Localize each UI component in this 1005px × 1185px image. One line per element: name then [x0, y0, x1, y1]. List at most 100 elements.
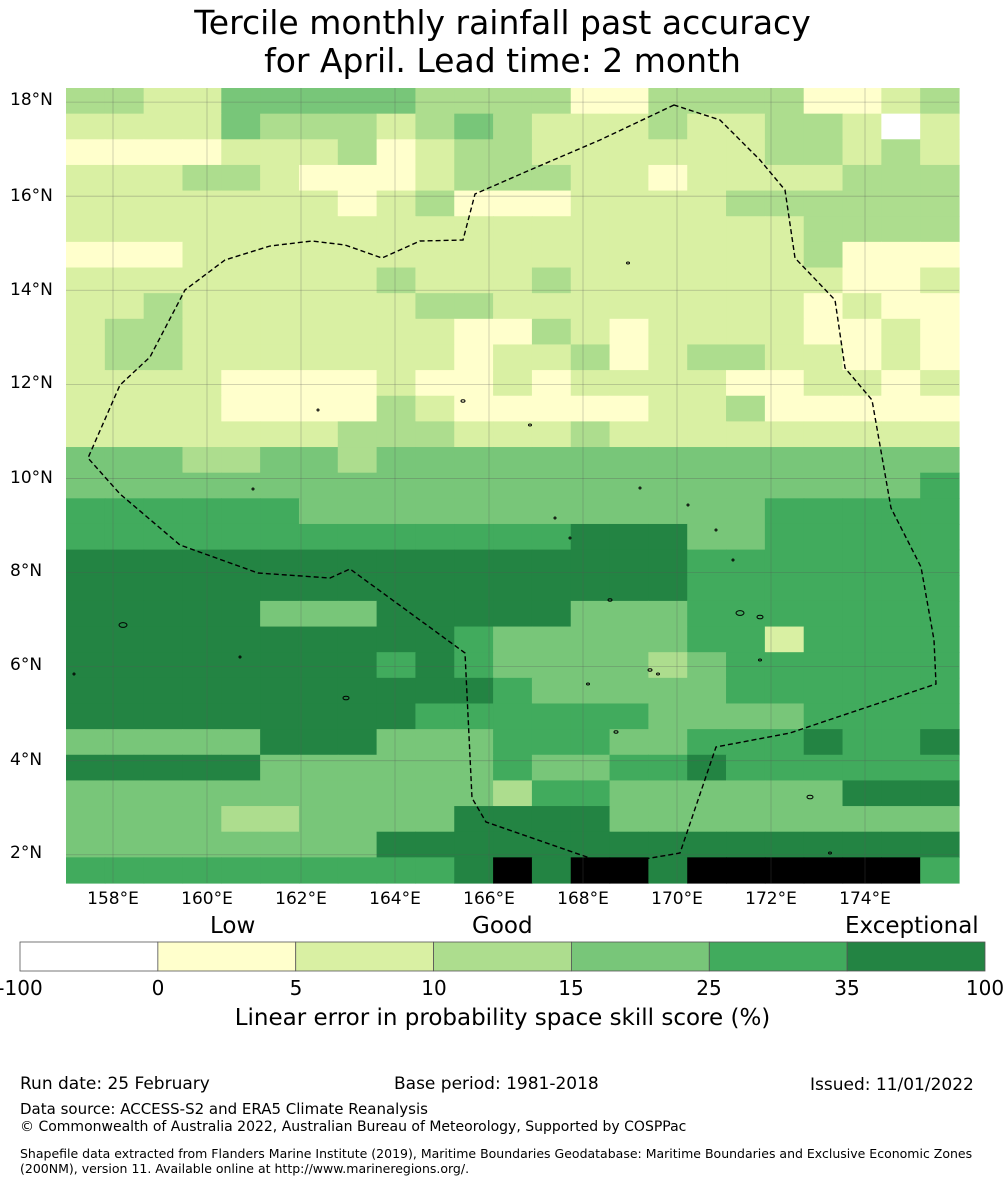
skill-cell [803, 806, 844, 833]
skill-cell [376, 831, 417, 858]
skill-cell [182, 523, 222, 551]
skill-cell [570, 344, 611, 371]
island [626, 261, 630, 265]
skill-cell [726, 164, 766, 192]
skill-cell [531, 395, 572, 422]
skill-cell [531, 139, 572, 166]
skill-cell [376, 549, 417, 576]
skill-cell [803, 216, 844, 243]
skill-cell [221, 395, 261, 422]
skill-cell [881, 370, 921, 397]
skill-cell [764, 318, 805, 346]
skill-cell [221, 523, 261, 551]
skill-cell [531, 549, 572, 576]
island [586, 682, 590, 686]
skill-cell [66, 754, 106, 782]
skill-cell [376, 703, 417, 730]
island [118, 622, 128, 628]
skill-cell [881, 216, 921, 243]
skill-cell [648, 395, 688, 422]
skill-cell [726, 216, 766, 243]
skill-cell [648, 626, 688, 653]
skill-cell [260, 190, 300, 217]
skill-cell [415, 216, 455, 243]
skill-cell [298, 831, 339, 858]
skill-cell [648, 652, 688, 679]
skill-cell [842, 395, 882, 422]
skill-cell [454, 88, 494, 115]
skill-cell [531, 857, 572, 884]
skill-cell [143, 395, 184, 422]
skill-cell [298, 113, 339, 140]
colorbar-segment [157, 941, 297, 972]
skill-cell [376, 216, 417, 243]
skill-cell [454, 216, 494, 243]
skill-cell [104, 88, 145, 115]
skill-cell [298, 549, 339, 576]
skill-cell [66, 831, 106, 858]
skill-cell [337, 626, 378, 653]
skill-cell [842, 549, 882, 576]
skill-cell [376, 498, 417, 525]
skill-cell [260, 447, 300, 474]
skill-cell [104, 318, 145, 346]
skill-cell [726, 729, 766, 756]
skill-cell [842, 703, 882, 730]
skill-cell [726, 857, 766, 884]
skill-cell [260, 164, 300, 192]
skill-cell [66, 575, 106, 602]
skill-cell [687, 754, 727, 782]
colorbar-tick: 25 [696, 976, 722, 1000]
skill-cell [764, 600, 805, 628]
skill-cell [881, 549, 921, 576]
skill-cell [182, 549, 222, 576]
skill-cell [143, 575, 184, 602]
skill-cell [298, 267, 339, 294]
skill-cell [726, 472, 766, 499]
skill-cell [881, 754, 921, 782]
skill-cell [376, 139, 417, 166]
colorbar-title: Linear error in probability space skill … [234, 1005, 771, 1031]
skill-cell [104, 831, 145, 858]
skill-cell [182, 88, 222, 115]
skill-cell [803, 318, 844, 346]
skill-cell [298, 421, 339, 448]
skill-cell [881, 780, 921, 807]
skill-cell [570, 395, 611, 422]
skill-cell [570, 729, 611, 756]
skill-cell [570, 241, 611, 269]
skill-cell [104, 190, 145, 217]
skill-cell [298, 88, 339, 115]
skill-cell [842, 88, 882, 115]
skill-cell [609, 549, 649, 576]
skill-cell [570, 626, 611, 653]
skill-cell [260, 600, 300, 628]
lon-label: 172°E [745, 889, 797, 909]
skill-cell [66, 600, 106, 628]
skill-cell [182, 113, 222, 140]
skill-cell [570, 523, 611, 551]
skill-cell [687, 549, 727, 576]
skill-cell [415, 677, 455, 705]
skill-cell [221, 267, 261, 294]
skill-cell [298, 780, 339, 807]
skill-cell [493, 421, 533, 448]
skill-cell [764, 806, 805, 833]
skill-cell [376, 472, 417, 499]
skill-cell [221, 575, 261, 602]
skill-cell [726, 447, 766, 474]
skill-cell [570, 806, 611, 833]
skill-cell [920, 523, 960, 551]
skill-cell [803, 729, 844, 756]
skill-cell [260, 216, 300, 243]
skill-cell [842, 164, 882, 192]
skill-cell [260, 857, 300, 884]
skill-cell [726, 318, 766, 346]
island [686, 503, 690, 507]
lon-label: 166°E [463, 889, 515, 909]
skill-cell [415, 780, 455, 807]
skill-cell [881, 395, 921, 422]
skill-cell [570, 677, 611, 705]
skill-cell [881, 600, 921, 628]
skill-cell [182, 293, 222, 320]
